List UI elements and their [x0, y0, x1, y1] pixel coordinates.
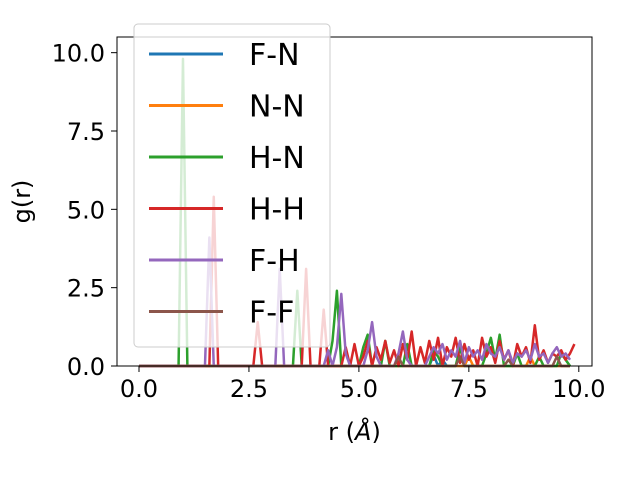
y-axis-label: g(r) [8, 180, 36, 224]
legend-entry-f-f: F-F [149, 296, 294, 331]
legend-label: H-H [249, 193, 305, 228]
y-tick-label: 10.0 [52, 40, 105, 68]
plot-frame [116, 36, 593, 367]
legend-entry-h-h: H-H [149, 193, 305, 228]
legend-label: H-N [249, 141, 305, 176]
x-tick-label: 7.5 [450, 375, 488, 403]
y-tick-label: 7.5 [67, 118, 105, 146]
y-axis: 0.0 2.5 5.0 7.5 10.0 [52, 40, 117, 381]
legend-entry-f-h: F-H [149, 244, 300, 279]
x-axis: 0.0 2.5 5.0 7.5 10.0 [120, 366, 606, 403]
y-tick-label: 5.0 [67, 196, 105, 224]
legend-entry-f-n: F-N [149, 38, 300, 73]
x-tick-label: 5.0 [340, 375, 378, 403]
x-tick-label: 10.0 [552, 375, 605, 403]
legend-label: N-N [249, 90, 305, 125]
x-axis-label: r (Å) [328, 417, 381, 446]
legend-label: F-N [249, 38, 300, 73]
legend: F-N N-N H-N H-H F-H F-F [133, 23, 331, 348]
x-tick-label: 0.0 [120, 375, 158, 403]
legend-entry-n-n: N-N [149, 90, 305, 125]
series-line-f-h [138, 236, 572, 368]
legend-label: F-F [249, 296, 294, 331]
y-tick-label: 0.0 [67, 353, 105, 381]
legend-label: F-H [249, 244, 300, 279]
y-tick-label: 2.5 [67, 275, 105, 303]
x-tick-label: 2.5 [230, 375, 268, 403]
legend-entry-h-n: H-N [149, 141, 305, 176]
legend-box [133, 23, 331, 348]
